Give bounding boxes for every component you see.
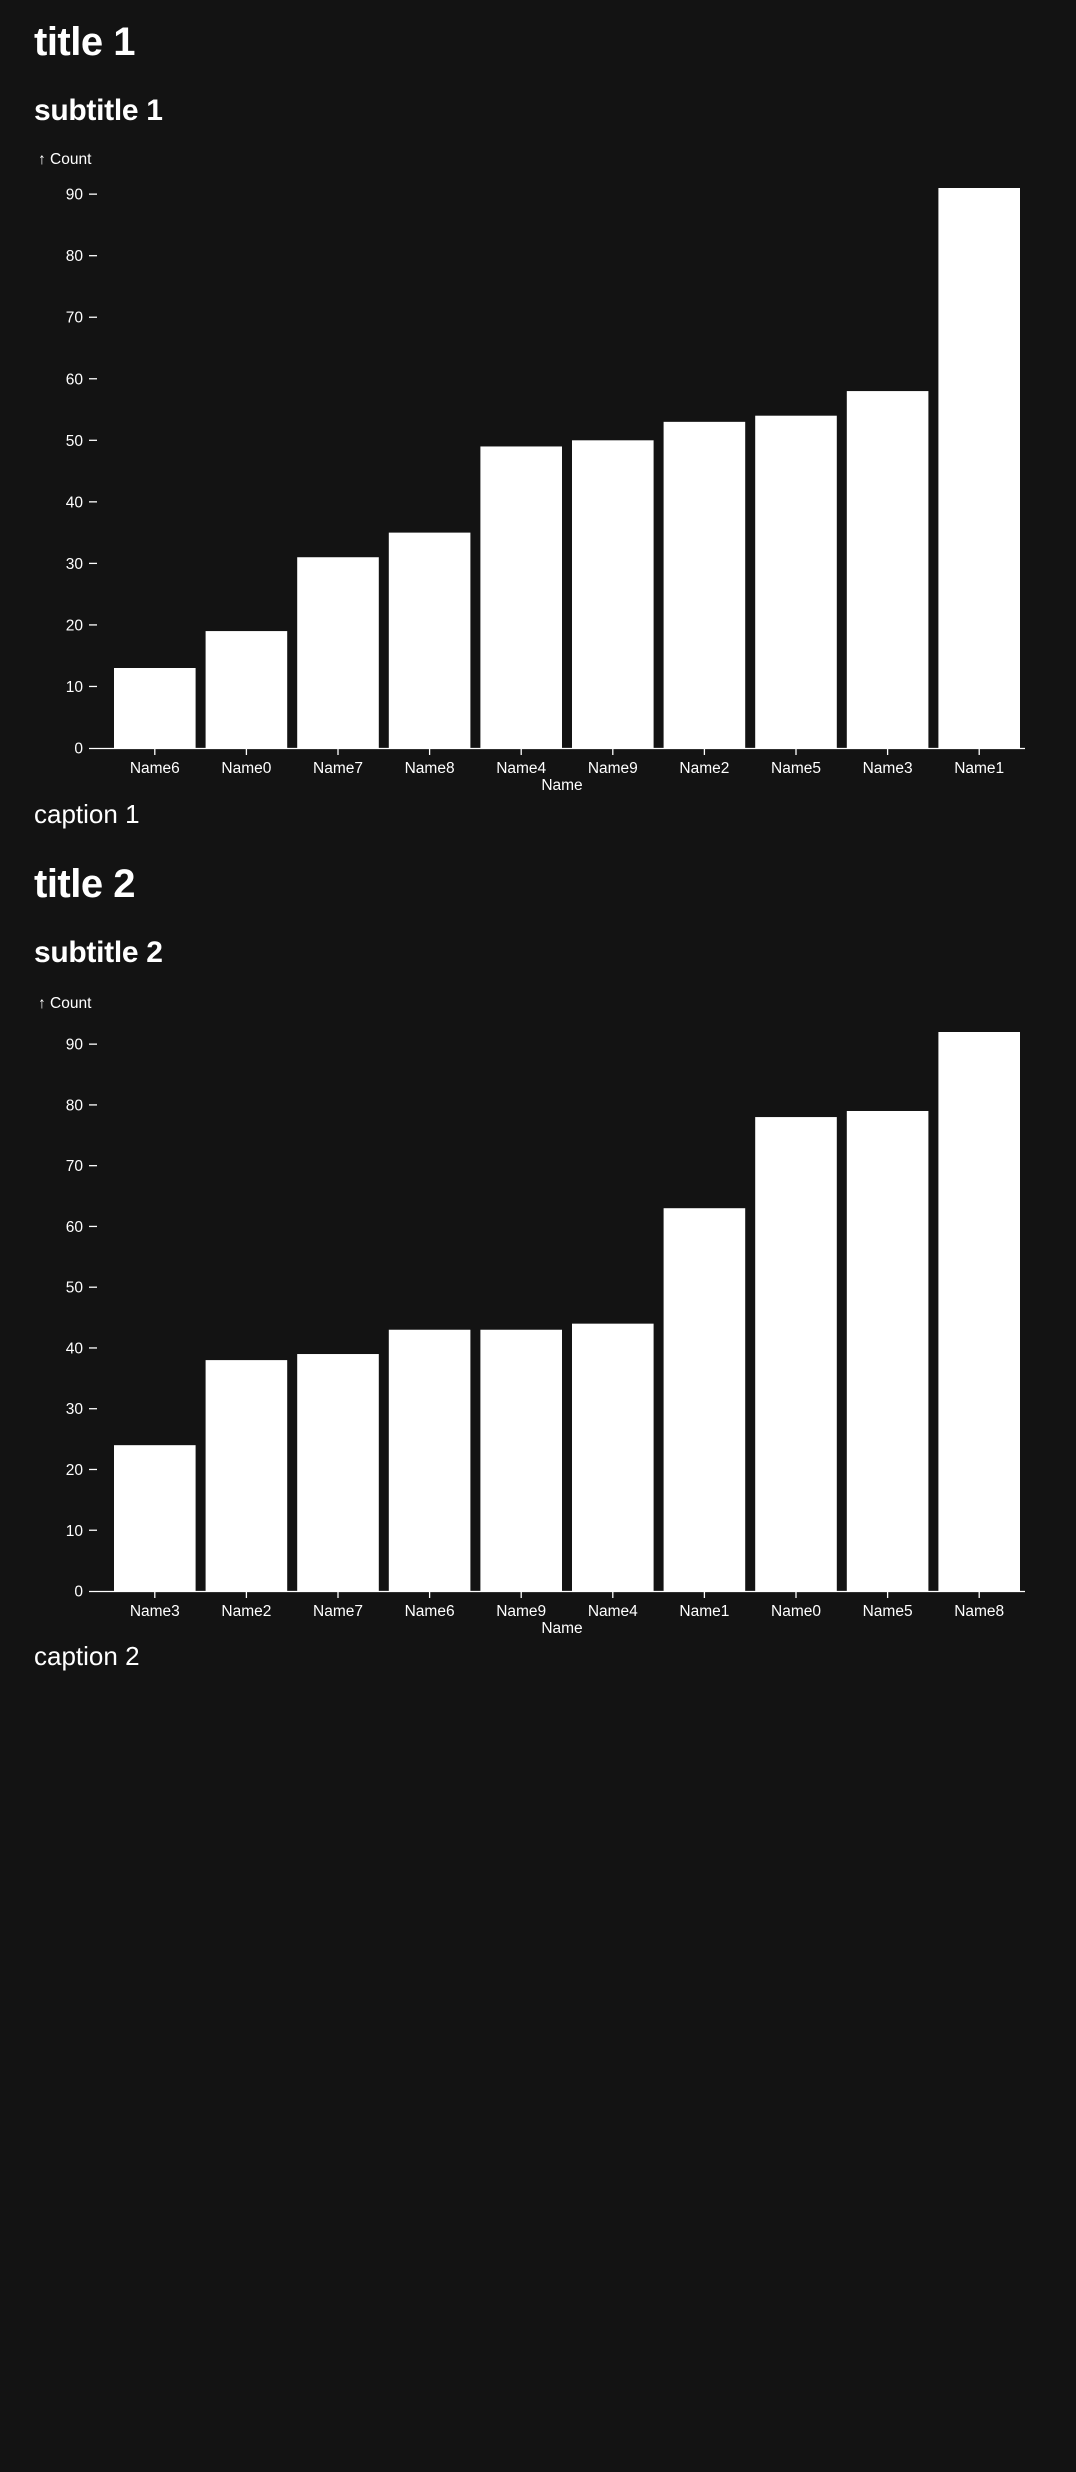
bar <box>480 446 562 748</box>
y-axis-label: ↑ Count <box>38 995 92 1012</box>
bar <box>297 1354 379 1591</box>
chart-subtitle: subtitle 2 <box>34 936 163 969</box>
x-tick-label: Name0 <box>221 760 271 777</box>
bar <box>388 1329 471 1591</box>
y-tick-label: 70 <box>66 1158 84 1175</box>
bar <box>205 1360 288 1591</box>
bar <box>846 1110 929 1591</box>
x-tick-label: Name8 <box>954 1603 1004 1620</box>
x-tick-label: Name9 <box>588 760 638 777</box>
bar <box>846 391 929 748</box>
x-tick-label: Name7 <box>313 760 363 777</box>
bar <box>114 668 196 748</box>
y-tick-label: 10 <box>66 1523 84 1540</box>
y-tick-label: 40 <box>66 1340 84 1357</box>
y-tick-label: 20 <box>66 617 84 634</box>
x-tick-label: Name2 <box>221 1603 271 1620</box>
bar <box>938 1032 1020 1591</box>
bar-chart-2: ↑ Count 0 10 20 30 40 50 60 70 80 90 Name3 Name2 Name… <box>38 995 1025 1637</box>
bar-chart-1: ↑ Count 0 10 20 30 40 50 60 70 80 90 Name6 Name0 Name… <box>38 151 1025 794</box>
x-axis-label: Name <box>541 1620 582 1637</box>
x-tick-label: Name6 <box>405 1603 455 1620</box>
y-tick-label: 40 <box>66 494 84 511</box>
y-tick-label: 70 <box>66 310 84 327</box>
x-tick-label: Name1 <box>679 1603 729 1620</box>
bar <box>938 188 1020 748</box>
y-tick-label: 80 <box>66 248 84 265</box>
y-tick-label: 50 <box>66 1280 84 1297</box>
y-tick-label: 60 <box>66 371 84 388</box>
y-tick-label: 0 <box>74 741 83 758</box>
x-tick-label: Name3 <box>863 760 913 777</box>
x-tick-label: Name4 <box>496 760 546 777</box>
y-tick-label: 60 <box>66 1219 84 1236</box>
x-tick-label: Name1 <box>954 760 1004 777</box>
x-tick-label: Name2 <box>679 760 729 777</box>
y-tick-label: 90 <box>66 1037 84 1054</box>
chart-caption: caption 1 <box>34 799 140 829</box>
x-tick-label: Name5 <box>771 760 821 777</box>
bar <box>297 557 379 748</box>
bar <box>755 415 837 748</box>
y-tick-label: 90 <box>66 187 84 204</box>
bar <box>480 1329 562 1591</box>
y-tick-label: 0 <box>74 1584 83 1601</box>
x-tick-label: Name5 <box>863 1603 913 1620</box>
y-tick-label: 50 <box>66 433 84 450</box>
chart-caption: caption 2 <box>34 1641 140 1671</box>
x-axis-label: Name <box>541 777 582 794</box>
chart-section-2: title 2 subtitle 2 ↑ Count 0 10 20 30 40 50 60 7… <box>0 841 1076 1698</box>
x-tick-label: Name6 <box>130 760 180 777</box>
bar <box>205 631 288 748</box>
y-tick-label: 80 <box>66 1097 84 1114</box>
x-tick-label: Name7 <box>313 1603 363 1620</box>
x-tick-label: Name9 <box>496 1603 546 1620</box>
chart-section-1: title 1 subtitle 1 ↑ Count 0 10 20 30 40 50 60 7… <box>0 0 1076 841</box>
y-tick-label: 30 <box>66 556 84 573</box>
x-tick-label: Name8 <box>405 760 455 777</box>
bar <box>572 440 654 748</box>
x-tick-label: Name4 <box>588 1603 638 1620</box>
x-tick-label: Name3 <box>130 1603 180 1620</box>
x-tick-label: Name0 <box>771 1603 821 1620</box>
y-tick-label: 30 <box>66 1401 84 1418</box>
y-tick-label: 20 <box>66 1462 84 1479</box>
chart-subtitle: subtitle 1 <box>34 94 163 127</box>
bar <box>755 1117 837 1591</box>
y-tick-label: 10 <box>66 679 84 696</box>
bar <box>663 1208 746 1591</box>
chart-title: title 1 <box>34 20 135 64</box>
bar <box>572 1323 654 1591</box>
chart-title: title 2 <box>34 862 135 906</box>
y-axis-label: ↑ Count <box>38 151 92 168</box>
bar <box>388 532 471 748</box>
bar <box>663 421 746 748</box>
bar <box>114 1445 196 1591</box>
